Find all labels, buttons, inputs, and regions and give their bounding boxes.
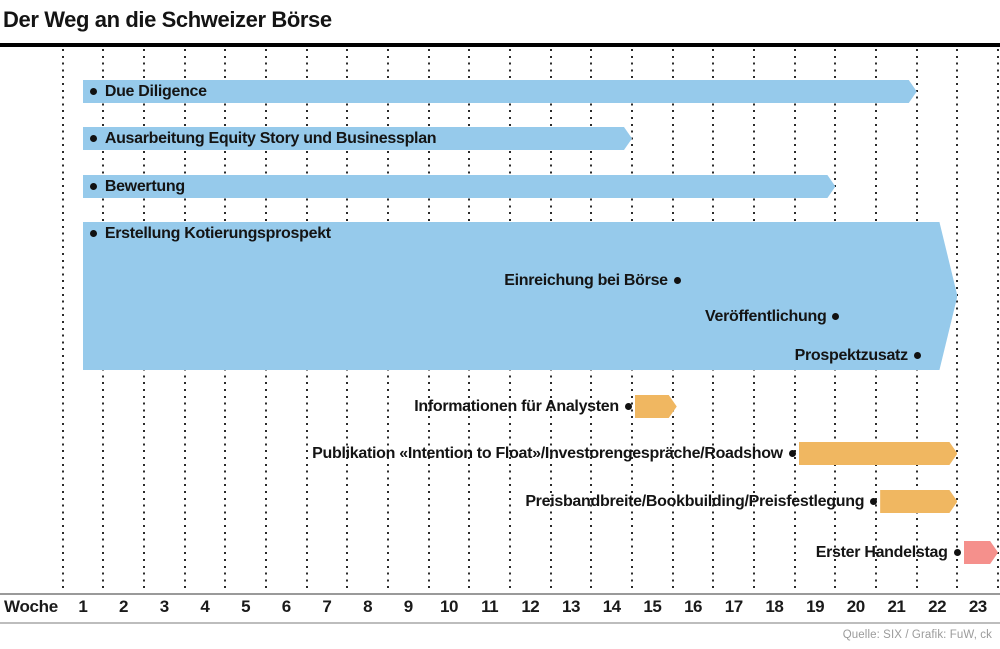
task-label-row: Publikation «Intention to Float»/Investo… [312,442,796,465]
week-tick-label: 15 [643,597,662,616]
milestone-label: Einreichung bei Börse [504,271,668,289]
task-label: Bewertung [104,178,185,195]
task-label: Ausarbeitung Equity Story und Businesspl… [104,130,437,147]
task-label-row: Erstellung Kotierungsprospekt [83,222,331,245]
week-gridline [956,49,959,593]
week-tick-label: 12 [521,597,540,616]
x-axis-line [0,593,1000,595]
week-tick-label: 19 [806,597,825,616]
bullet-icon [788,450,796,457]
week-tick-label: 9 [403,597,413,616]
task-bar [964,541,999,564]
task-label-row: Ausarbeitung Equity Story und Businesspl… [83,127,436,150]
week-tick-label: 2 [119,597,128,616]
footer-rule [0,622,1000,624]
bullet-icon [913,351,921,359]
week-tick-label: 17 [724,597,743,616]
bullet-icon [832,312,840,320]
week-tick-label: 7 [322,597,332,616]
week-tick-label: 22 [928,597,947,616]
week-tick-label: 13 [562,597,580,616]
week-tick-label: 23 [968,597,987,616]
bullet-icon [90,135,97,142]
week-tick-label: 8 [363,597,373,616]
task-label-row: Erster Handelstag [816,541,961,564]
week-tick-label: 16 [684,597,702,616]
task-label: Erster Handelstag [815,544,948,561]
week-tick-label: 10 [439,597,458,616]
task-bar: Erstellung Kotierungsprospekt [83,222,958,370]
week-tick-label: 1 [78,597,88,616]
week-tick-label: 3 [159,597,169,616]
task-label: Erstellung Kotierungsprospekt [104,225,331,242]
week-tick-label: 18 [765,597,784,616]
bullet-icon [953,549,961,556]
chart-title: Der Weg an die Schweizer Börse [3,7,332,32]
bullet-icon [90,88,97,95]
task-label-row: Preisbandbreite/Bookbuilding/Preisfestle… [525,490,878,513]
bullet-icon [673,276,681,284]
source-credit: Quelle: SIX / Grafik: FuW, ck [842,629,992,641]
task-label: Publikation «Intention to Float»/Investo… [312,445,783,462]
task-bar [635,395,677,418]
task-bar: Bewertung [83,175,836,198]
milestone-label-row: Veröffentlichung [704,305,840,328]
task-bar [880,490,957,513]
bullet-icon [90,183,97,190]
milestone-label-row: Einreichung bei Börse [504,269,681,292]
week-gridline [61,49,64,593]
plot-area: Due Diligence Ausarbeitung Equity Story u… [0,47,1000,593]
milestone-label-row: Prospektzusatz [795,344,921,367]
task-label-row: Informationen für Analysten [414,395,632,418]
task-label: Preisbandbreite/Bookbuilding/Preisfestle… [525,493,865,510]
week-tick-label: 20 [846,597,865,616]
task-bar [799,442,958,465]
week-tick-label: 6 [281,597,291,616]
week-tick-label: 11 [481,597,499,616]
x-axis-label: Woche [4,597,58,616]
title-rule [0,43,1000,47]
task-label-row: Bewertung [83,175,185,198]
week-tick-label: 5 [241,597,251,616]
x-axis: Woche 1 2 3 4 5 6 7 8 9 10 11 12 13 14 15 16 17 18 19 20 21 2… [0,596,1000,620]
week-tick-label: 21 [887,597,906,616]
milestone-label: Prospektzusatz [794,346,908,364]
task-label-row: Due Diligence [83,80,207,103]
week-gridline [997,49,1000,593]
bullet-icon [870,498,878,505]
bullet-icon [90,230,97,237]
task-bar: Due Diligence [83,80,917,103]
task-label: Due Diligence [104,83,207,100]
task-bar: Ausarbeitung Equity Story und Businesspl… [83,127,632,150]
bullet-icon [624,403,632,410]
milestone-label: Veröffentlichung [704,307,827,325]
task-label: Informationen für Analysten [414,398,619,415]
week-tick-label: 14 [602,597,621,616]
week-tick-label: 4 [200,597,210,616]
